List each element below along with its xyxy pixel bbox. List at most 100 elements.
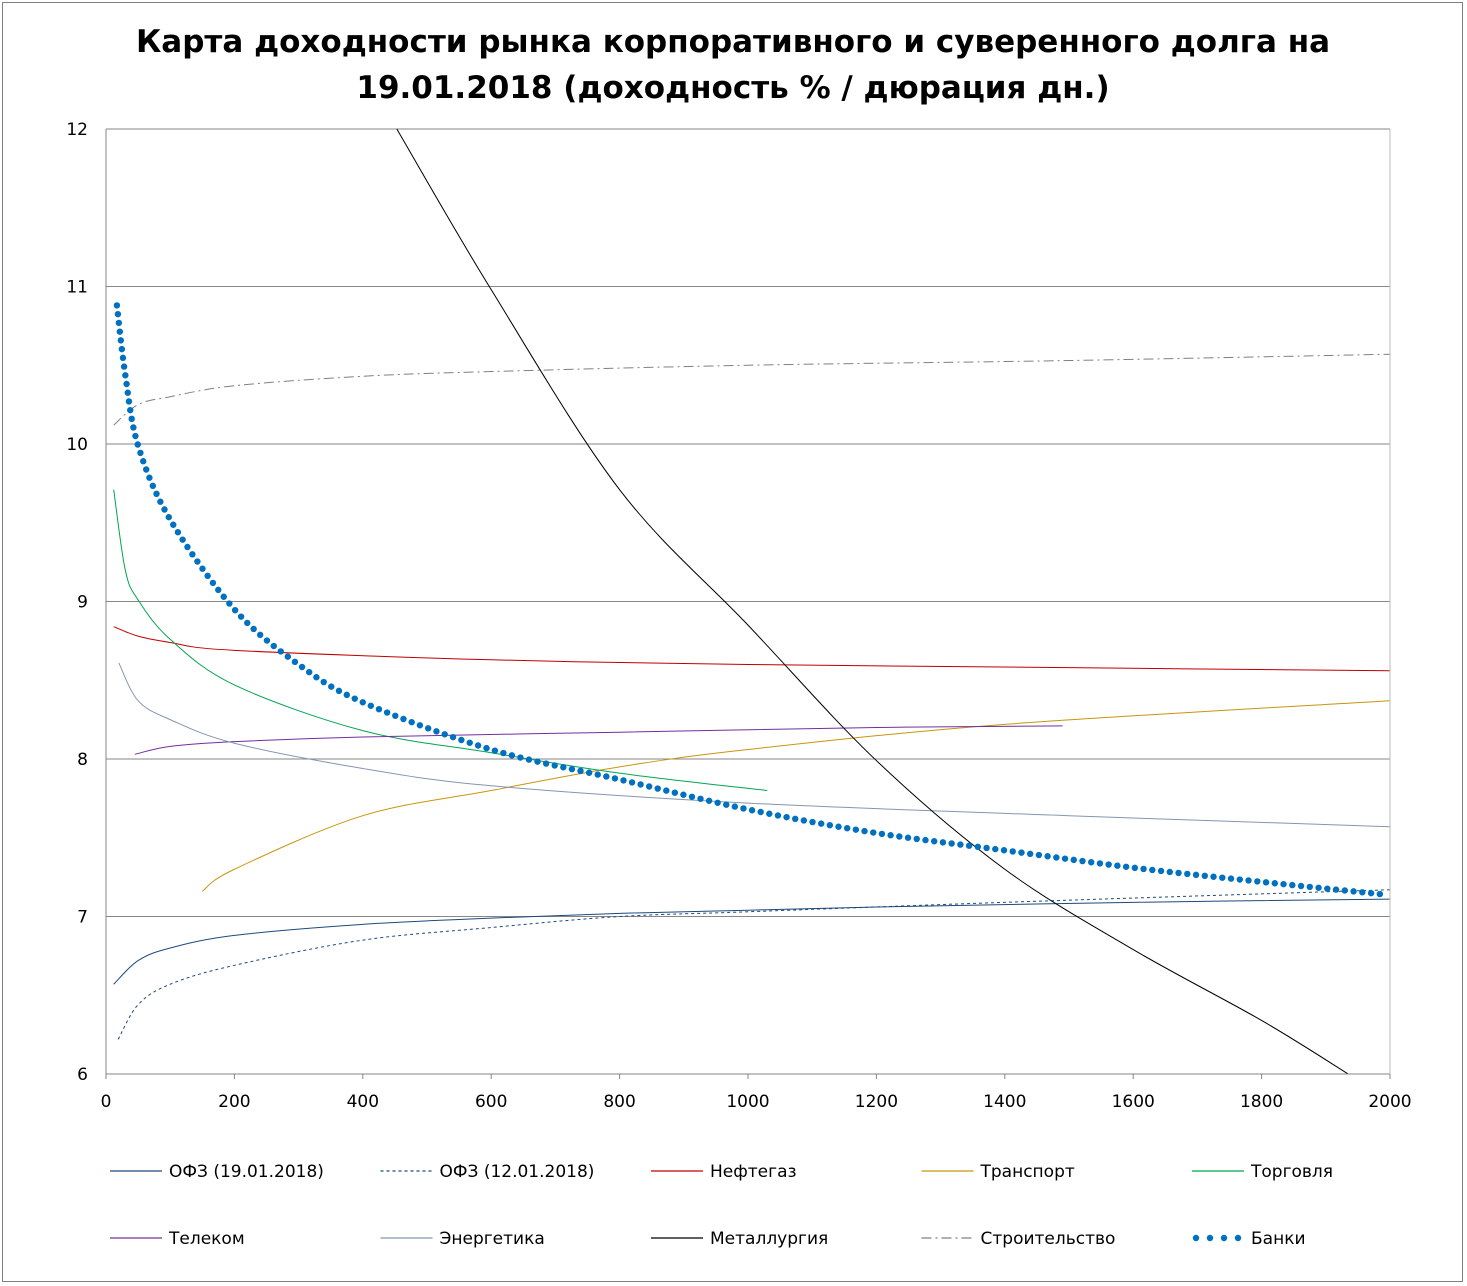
legend-label: Транспорт <box>980 1162 1075 1182</box>
banki-data-point <box>835 823 842 830</box>
banki-data-point <box>256 631 264 639</box>
series-5-line <box>134 725 1063 755</box>
banki-data-point <box>1053 854 1060 861</box>
banki-data-point <box>551 762 558 769</box>
x-tick-label: 1400 <box>983 1092 1026 1112</box>
banki-data-point <box>335 687 343 695</box>
banki-data-point <box>199 565 206 572</box>
banki-data-point <box>1245 877 1252 884</box>
legend-label: Телеком <box>168 1229 245 1249</box>
banki-data-point <box>130 424 137 431</box>
banki-data-point <box>1061 855 1069 862</box>
banki-data-point <box>1359 889 1366 896</box>
x-tick-label: 1800 <box>1240 1092 1283 1112</box>
banki-data-point <box>277 648 284 655</box>
banki-data-point <box>189 551 196 558</box>
legend-label: Строительство <box>981 1229 1116 1249</box>
series-9-path <box>117 305 1384 894</box>
banki-data-point <box>244 619 251 627</box>
banki-data-point <box>1140 865 1147 873</box>
x-tick-label: 800 <box>603 1092 635 1112</box>
banki-data-point <box>1280 880 1287 888</box>
chart-title-line-2: 19.01.2018 (доходность % / дюрация дн.) <box>356 70 1109 106</box>
banki-data-point <box>896 833 903 840</box>
banki-data-point <box>170 521 177 528</box>
x-tick-label: 1600 <box>1112 1092 1155 1112</box>
banki-data-point <box>748 807 756 814</box>
banki-data-point <box>663 787 670 794</box>
banki-data-point <box>792 815 799 823</box>
banki-data-point <box>1367 889 1375 897</box>
banki-data-point <box>1018 849 1025 856</box>
banki-data-point <box>645 783 653 790</box>
banki-data-point <box>122 372 129 379</box>
banki-data-point <box>1088 859 1095 866</box>
legend-label: Торговля <box>1250 1162 1333 1182</box>
banki-data-point <box>237 613 245 620</box>
banki-data-point <box>113 302 121 309</box>
banki-data-point <box>375 705 383 713</box>
banki-data-point <box>184 543 191 551</box>
banki-data-point <box>1131 864 1139 872</box>
banki-data-point <box>809 818 816 826</box>
banki-data-point <box>123 380 130 388</box>
legend-label: Энергетика <box>440 1229 545 1249</box>
banki-data-point <box>343 691 351 699</box>
legend-label: Банки <box>1251 1229 1306 1249</box>
banki-data-point <box>116 328 124 335</box>
banki-data-point <box>948 840 955 847</box>
banki-data-point <box>161 506 168 513</box>
series-0-line <box>113 898 1391 985</box>
x-tick-label: 400 <box>347 1092 379 1112</box>
banki-data-point <box>1096 860 1104 867</box>
series-3-line <box>201 700 1391 892</box>
x-tick-label: 200 <box>218 1092 250 1112</box>
banki-data-point <box>1236 876 1243 883</box>
banki-data-point <box>1332 886 1340 893</box>
banki-data-point <box>757 808 764 816</box>
banki-data-point <box>1297 882 1305 890</box>
banki-data-point <box>483 744 490 752</box>
legend-marker-dots <box>1220 1234 1228 1242</box>
banki-data-point <box>441 731 448 738</box>
banki-data-point <box>1000 847 1008 854</box>
banki-data-point <box>1341 887 1349 894</box>
banki-data-point <box>534 758 541 765</box>
banki-data-point <box>1289 881 1296 889</box>
banki-data-point <box>120 363 128 370</box>
banki-data-point <box>124 389 131 396</box>
legend-label: ОФЗ (19.01.2018) <box>169 1162 324 1182</box>
banki-data-point <box>114 310 122 318</box>
banki-data-point <box>783 813 790 821</box>
banki-data-point <box>1201 872 1208 880</box>
legend-label: Нефтегаз <box>710 1162 797 1182</box>
banki-data-point <box>542 760 550 767</box>
banki-data-point <box>1157 867 1165 875</box>
banki-data-point <box>1114 862 1121 869</box>
banki-data-point <box>508 752 516 759</box>
banki-data-point <box>654 785 661 792</box>
banki-data-point <box>174 529 182 536</box>
banki-data-point <box>1070 856 1077 864</box>
banki-data-point <box>153 490 160 498</box>
banki-data-point <box>585 769 593 776</box>
banki-data-point <box>1026 850 1034 858</box>
banki-data-point <box>392 712 399 719</box>
banki-data-point <box>817 820 825 827</box>
banki-data-point <box>474 742 482 749</box>
banki-data-point <box>400 715 407 723</box>
banki-data-point <box>458 736 465 744</box>
banki-data-point <box>525 756 533 763</box>
banki-data-point <box>226 600 233 607</box>
banki-data-point <box>137 449 144 457</box>
legend-label: Металлургия <box>710 1229 828 1249</box>
y-tick-label: 11 <box>66 278 88 298</box>
banki-data-point <box>878 830 886 838</box>
banki-data-point <box>861 827 868 835</box>
banki-data-point <box>215 586 222 594</box>
banki-data-point <box>611 775 619 782</box>
banki-data-point <box>957 841 964 848</box>
banki-data-point <box>740 805 747 812</box>
banki-data-point <box>1254 878 1261 885</box>
